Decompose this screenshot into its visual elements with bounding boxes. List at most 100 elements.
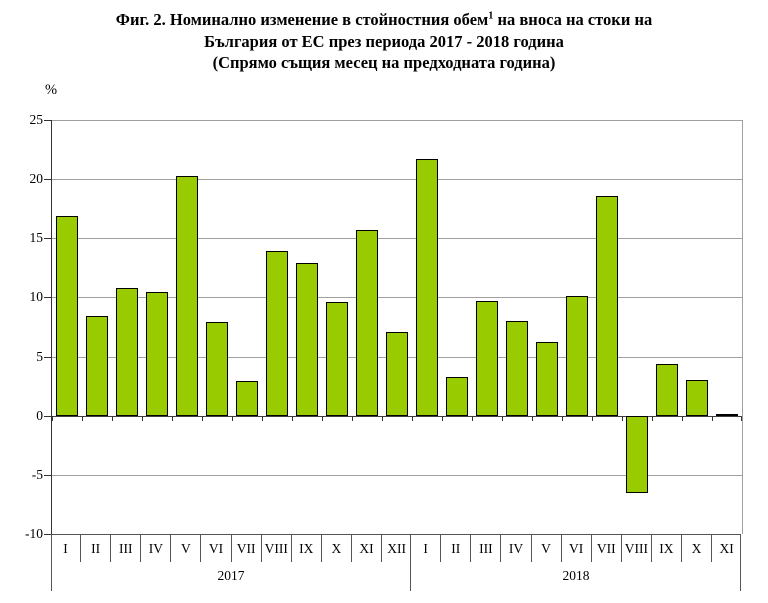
category-axis-tick: [712, 415, 713, 421]
month-labels-row: I II III IV V VI VII VIII IX X XI XII I II III IV V VI VII…: [51, 535, 741, 562]
year-group-boundary-line: [740, 535, 741, 591]
category-axis-tick: [442, 415, 443, 421]
category-axis-tick: [682, 415, 683, 421]
category-axis-tick: [52, 415, 53, 421]
category-axis-tick: [292, 415, 293, 421]
gridline-15: [52, 238, 742, 240]
bar-2018-I: [415, 159, 439, 416]
bar-slot-2017-V: [172, 120, 202, 534]
year-group-boundary-line: [410, 535, 411, 591]
gridline-20: [52, 179, 742, 181]
bar-2017-XI: [355, 230, 379, 416]
chart-title-line-2: България от ЕС през периода 2017 - 2018 …: [204, 31, 564, 51]
bar-slot-2017-II: [82, 120, 112, 534]
bar-slot-2018-IX: [652, 120, 682, 534]
chart-title: Фиг. 2. Номинално изменение в стойностни…: [0, 9, 768, 74]
category-axis-tick: [652, 415, 653, 421]
bar-2018-X: [685, 380, 709, 416]
bar-slot-2018-IV: [502, 120, 532, 534]
month-label-2017-XII: XII: [387, 540, 406, 556]
category-axis-tick: [412, 415, 413, 421]
x-axis-band: I II III IV V VI VII VIII IX X XI XII I II III IV V VI VII…: [51, 534, 741, 592]
y-axis-tick: [44, 238, 52, 240]
bar-slot-2018-X: [682, 120, 712, 534]
year-labels-row: 2017 2018: [51, 562, 741, 590]
month-label-2017-IV: IV: [141, 535, 172, 562]
bar-2018-VII: [595, 195, 619, 416]
bar-2017-IV: [145, 291, 169, 416]
year-label-2017: 2017: [217, 568, 245, 583]
month-label-2017-III: III: [111, 535, 142, 562]
bar-2017-IX: [295, 263, 319, 416]
bar-slot-2018-I: [412, 120, 442, 534]
bar-slot-2018-II: [442, 120, 472, 534]
month-label-2017-XI: XI: [352, 535, 383, 562]
category-axis-tick: [502, 415, 503, 421]
bars-layer: [52, 120, 742, 534]
month-label-2018-VI: VI: [562, 535, 592, 562]
y-axis-tick: [44, 474, 52, 476]
bar-2017-X: [325, 302, 349, 416]
bar-slot-2017-I: [52, 120, 82, 534]
y-axis-tick: [44, 179, 52, 181]
bar-slot-2017-IV: [142, 120, 172, 534]
y-axis-tick: [44, 120, 52, 121]
y-axis-label-5: 5: [36, 348, 43, 364]
category-axis-tick: [561, 415, 563, 421]
month-label-2018-III: III: [471, 535, 502, 562]
category-axis-tick: [352, 415, 353, 421]
gridline-0: [52, 415, 742, 418]
bar-slot-2017-VIII: [262, 120, 292, 534]
month-label-2017-VI: VI: [201, 535, 232, 562]
year-group-boundary-line: [51, 535, 52, 591]
month-label-2018-X: X: [682, 535, 713, 562]
bar-slot-2017-IX: [292, 120, 322, 534]
bar-2018-III: [475, 300, 499, 416]
bar-slot-2017-X: [322, 120, 352, 534]
month-label-2017-VII: VII: [232, 535, 262, 562]
bar-slot-2018-XI: [712, 120, 742, 534]
category-axis-tick: [112, 415, 113, 421]
month-label-2017-IX: IX: [292, 535, 322, 562]
category-axis-tick: [232, 415, 233, 421]
bar-2018-IV: [505, 321, 529, 416]
category-axis-tick: [322, 415, 323, 421]
y-axis-unit-label: %: [45, 82, 58, 98]
bar-2017-V: [175, 175, 199, 416]
month-label-2018-V: V: [532, 535, 562, 562]
bar-2018-V: [535, 342, 559, 416]
gridline--5: [52, 474, 742, 476]
category-axis-tick: [82, 415, 83, 421]
bar-slot-2018-V: [532, 120, 562, 534]
bar-slot-2017-XII: [382, 120, 412, 534]
month-label-2018-VII: VII: [592, 535, 622, 562]
month-label-2018-IX: IX: [652, 535, 682, 562]
y-axis-label--10: -10: [25, 526, 43, 541]
category-axis-tick: [471, 415, 473, 421]
footnote-superscript: 1: [488, 10, 494, 22]
bar-slot-2017-VI: [202, 120, 232, 534]
y-axis-label-10: 10: [29, 289, 44, 305]
category-axis-tick: [592, 415, 593, 421]
y-axis-label-0: 0: [36, 407, 43, 423]
month-label-2018-I: I: [411, 535, 442, 562]
bar-2017-VIII: [265, 251, 289, 416]
bar-slot-2018-VII: [592, 120, 622, 534]
category-axis-tick: [142, 415, 143, 421]
category-axis-tick: [261, 415, 263, 421]
bar-2018-XI: [715, 413, 739, 416]
month-label-2017-I: I: [51, 535, 82, 562]
month-label-2017-II: II: [81, 535, 112, 562]
category-axis-tick: [741, 415, 742, 421]
bar-2018-IX: [655, 363, 679, 416]
bar-slot-2017-VII: [232, 120, 262, 534]
bar-2018-VIII: [625, 415, 649, 493]
y-axis-label--5: -5: [31, 466, 43, 482]
gridline-25: [52, 120, 742, 121]
bar-2018-VI: [565, 296, 589, 416]
chart-title-line-1: Фиг. 2. Номинално изменение в стойностни…: [115, 10, 653, 29]
bar-slot-2018-VI: [562, 120, 592, 534]
year-label-2018: 2018: [562, 568, 590, 583]
gridline-10: [52, 297, 742, 299]
